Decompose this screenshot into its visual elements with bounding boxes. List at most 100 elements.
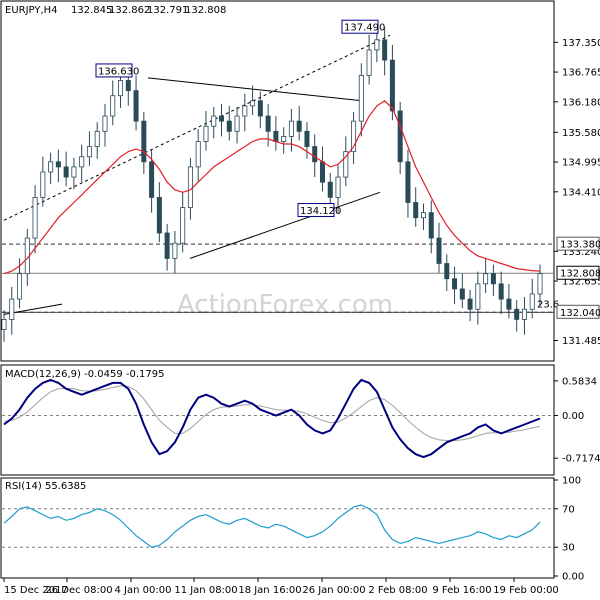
candle-body: [467, 298, 473, 310]
ohlc-close: 132.808: [185, 5, 226, 16]
candle-body: [172, 242, 178, 259]
candle-body: [358, 74, 364, 122]
annotation-label: 136.630: [98, 66, 139, 77]
sma-line: [3, 100, 541, 275]
candle-body: [125, 80, 131, 92]
candle-body: [156, 196, 162, 234]
macd-label: MACD(12,26,9) -0.0459 -0.1795: [5, 369, 165, 380]
price-annotation: 23.6: [537, 300, 559, 311]
x-tick-label: 4 Jan 00:00: [115, 585, 172, 596]
candle-body: [335, 176, 341, 198]
macd-tick-label: 0.00: [562, 411, 584, 422]
candle-body: [226, 120, 232, 132]
rsi-panel: [0, 477, 555, 579]
macd-tick-label: -0.7174: [562, 454, 600, 465]
price-annotation: 134.120: [297, 203, 341, 218]
price-tick-label: 133.240: [562, 247, 600, 258]
candle-body: [250, 100, 256, 107]
candle-body: [498, 283, 504, 300]
level-tag-label: 133.380: [560, 240, 600, 251]
candle-body: [110, 95, 116, 117]
price-panel: [0, 0, 555, 362]
candle-body: [94, 130, 100, 147]
candle-body: [273, 130, 279, 142]
price-tick-label: 136.765: [562, 68, 600, 79]
candle-body: [265, 115, 271, 132]
macd-line: [3, 378, 541, 459]
price-tick-label: 132.655: [562, 277, 600, 288]
watermark: ActionForex.com: [177, 290, 393, 320]
level-tag-box: [556, 236, 600, 251]
candle-body: [452, 278, 458, 290]
price-annotation: 137.490: [341, 19, 385, 34]
candle-body: [180, 207, 186, 244]
macd-tick-label: 0.5834: [562, 376, 597, 387]
rsi-label: RSI(14) 55.6385: [5, 481, 86, 492]
x-tick-label: 9 Feb 16:00: [432, 585, 491, 596]
candle-body: [40, 171, 46, 198]
ohlc-low: 132.791: [147, 5, 188, 16]
candle-body: [420, 212, 426, 219]
annotation-label: 23.6: [537, 300, 559, 311]
candle-body: [234, 115, 240, 132]
candle-body: [428, 212, 434, 239]
candle-body: [211, 115, 217, 127]
x-tick-label: 19 Feb 00:00: [493, 585, 559, 596]
channel-upper-dashed: [3, 34, 391, 221]
x-tick-label: 2 Feb 08:00: [368, 585, 427, 596]
candle-body: [444, 263, 450, 280]
trendlines: [3, 34, 391, 315]
price-tick-label: 135.580: [562, 128, 600, 139]
candle-body: [405, 161, 411, 203]
price-annotation: 136.630: [95, 63, 139, 78]
candle-body: [63, 166, 69, 178]
candle-body: [475, 283, 481, 310]
annotation-box: [95, 63, 133, 78]
price-tick-label: 137.350: [562, 38, 600, 49]
candle-body: [506, 298, 512, 310]
candle-body: [48, 161, 54, 173]
candle-body: [55, 161, 61, 168]
trendline-upper: [147, 77, 363, 102]
x-tick-label: 18 Jan 16:00: [238, 585, 301, 596]
candle-body: [86, 146, 92, 158]
candle-body: [490, 273, 496, 285]
level-tag: 133.380: [556, 236, 600, 251]
candle-body: [257, 100, 263, 117]
candle-body: [304, 130, 310, 147]
rsi-tick-label: 100: [562, 476, 581, 487]
candle-body: [343, 151, 349, 178]
candle-body: [219, 115, 225, 122]
x-tick-label: 26 Jan 00:00: [302, 585, 365, 596]
candle-body: [141, 120, 147, 163]
candle-body: [79, 156, 85, 168]
candle-body: [436, 237, 442, 264]
candle-body: [1, 319, 7, 330]
candle-body: [351, 120, 357, 153]
candle-body: [382, 39, 388, 61]
candle-body: [203, 125, 209, 142]
candle-body: [71, 166, 77, 178]
symbol-label: EURJPY,H4: [5, 5, 58, 16]
price-tick-label: 134.995: [562, 158, 600, 169]
candle-body: [164, 232, 170, 259]
level-tag-box: [556, 265, 600, 280]
level-tag-box: [556, 304, 600, 319]
candle-body: [327, 181, 333, 198]
candle-body: [32, 196, 38, 239]
candle-body: [296, 120, 302, 132]
macd-panel: [0, 364, 555, 476]
candle-body: [374, 39, 380, 51]
rsi-tick-label: 0.00: [562, 572, 584, 583]
candle-body: [118, 80, 124, 97]
candle-body: [319, 161, 325, 183]
level-tag-label: 132.040: [560, 308, 600, 319]
candle-body: [459, 288, 465, 300]
candle-body: [281, 135, 287, 142]
candle-body: [149, 161, 155, 198]
candle-body: [521, 308, 527, 320]
annotation-box: [341, 19, 379, 34]
candle-body: [483, 273, 489, 285]
level-tag: 132.040: [556, 304, 600, 319]
